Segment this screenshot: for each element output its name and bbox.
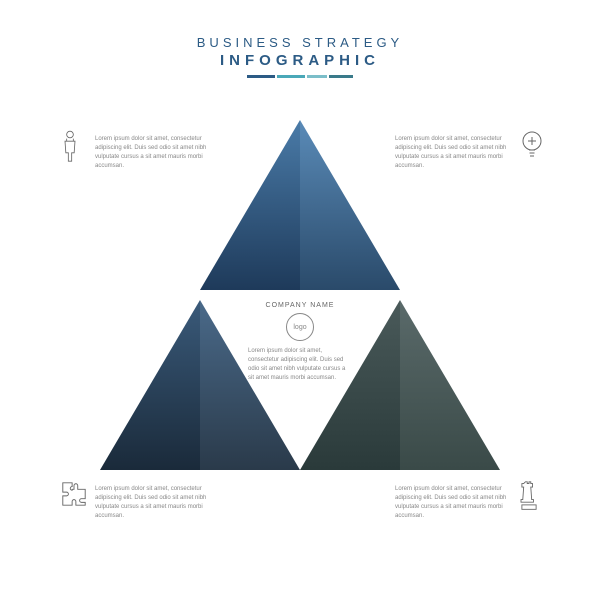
center-text: Lorem ipsum dolor sit amet, consectetur … <box>240 347 360 383</box>
logo-circle: logo <box>286 313 314 341</box>
text-block-top-right: Lorem ipsum dolor sit amet, consectetur … <box>395 135 515 171</box>
center-block: COMPANY NAME logo Lorem ipsum dolor sit … <box>240 302 360 383</box>
header: BUSINESS STRATEGY INFOGRAPHIC <box>0 0 600 78</box>
text-block-bottom-left: Lorem ipsum dolor sit amet, consectetur … <box>95 485 215 521</box>
accent-bars <box>0 75 600 78</box>
logo-label: logo <box>293 324 306 331</box>
chess-icon <box>520 480 556 516</box>
text-block-top-left: Lorem ipsum dolor sit amet, consectetur … <box>95 135 215 171</box>
bulb-icon <box>520 130 556 166</box>
header-subtitle: BUSINESS STRATEGY <box>0 35 600 50</box>
person-icon <box>60 130 96 166</box>
puzzle-icon <box>60 480 96 516</box>
text-block-bottom-right: Lorem ipsum dolor sit amet, consectetur … <box>395 485 515 521</box>
company-name: COMPANY NAME <box>240 302 360 309</box>
header-title: INFOGRAPHIC <box>0 52 600 69</box>
